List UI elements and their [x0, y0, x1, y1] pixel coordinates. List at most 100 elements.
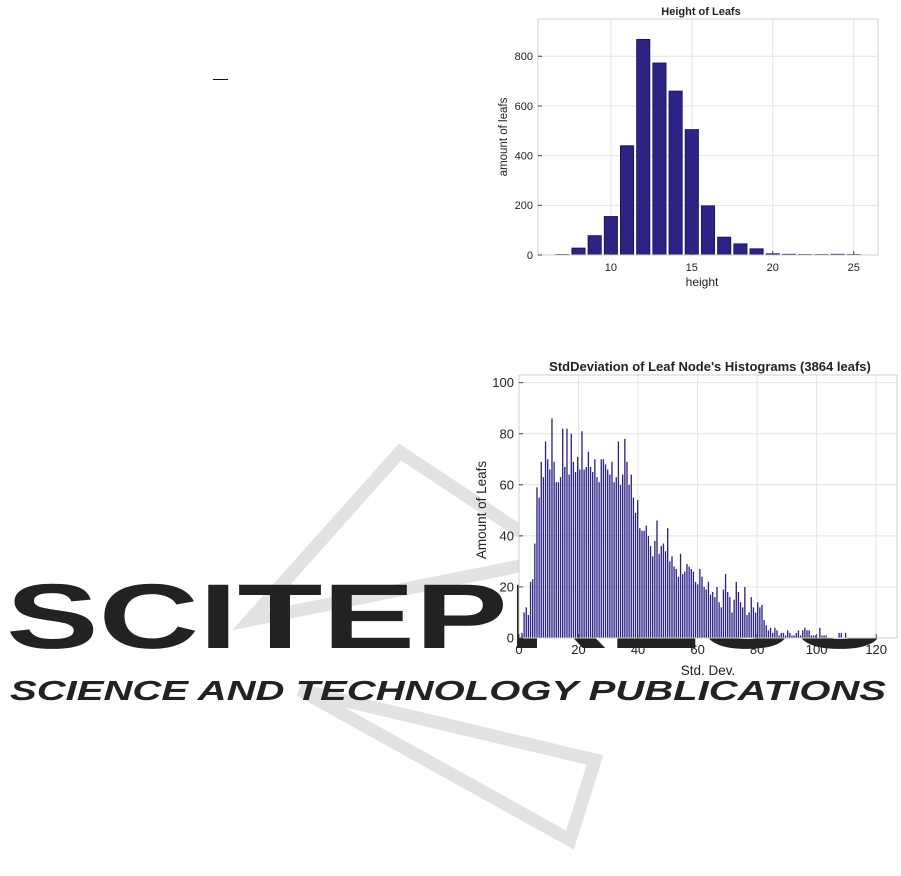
- chart2-bar: [718, 602, 720, 638]
- chart2-bar: [819, 627, 821, 638]
- chart2-bar: [572, 461, 575, 638]
- chart2-xtick-label: 100: [806, 642, 828, 657]
- chart2-bar: [735, 581, 737, 638]
- chart2-bar: [553, 461, 555, 638]
- chart2-bar: [538, 497, 540, 638]
- chart2-bar: [778, 635, 780, 638]
- chart2-axes-box: [518, 374, 898, 639]
- chart2-bar: [637, 500, 639, 638]
- chart2-bar: [669, 561, 671, 638]
- chart2-bar: [604, 464, 607, 638]
- chart2-bar: [739, 602, 742, 638]
- chart2-bar: [694, 581, 697, 638]
- stddeviation-histogram-chart: StdDeviation of Leaf Node's Histograms (…: [474, 359, 898, 678]
- chart2-bar: [660, 546, 662, 638]
- chart2-bar: [810, 635, 812, 638]
- chart2-bar: [686, 563, 688, 638]
- chart2-bar: [814, 635, 817, 638]
- chart2-bar: [594, 459, 596, 638]
- chart2-bar: [615, 477, 617, 638]
- chart2-bar: [647, 535, 650, 638]
- chart1-bar: [668, 90, 683, 256]
- chart2-bar: [791, 635, 793, 638]
- chart2-title: StdDeviation of Leaf Node's Histograms (…: [549, 359, 871, 374]
- chart1-bar: [571, 247, 586, 256]
- chart2-bar: [767, 630, 770, 638]
- chart2-bar: [844, 632, 847, 638]
- chart2-bar: [585, 466, 587, 638]
- chart2-bar: [697, 584, 699, 638]
- chart2-bar: [542, 477, 545, 638]
- chart2-ytick-label: 100: [492, 375, 514, 390]
- chart2-bar: [802, 630, 804, 638]
- chart2-bar: [577, 456, 579, 638]
- chart2-bar: [596, 477, 598, 638]
- chart2-bar: [795, 632, 797, 638]
- chart2-bar: [534, 543, 536, 638]
- chart2-bar: [568, 474, 570, 638]
- chart2-bar: [812, 635, 815, 638]
- chart2-bar: [598, 482, 600, 638]
- chart2-bar: [705, 589, 707, 638]
- chart2-bar: [838, 632, 840, 638]
- chart2-bar: [536, 487, 538, 638]
- chart2-bar: [679, 553, 682, 638]
- chart2-bar: [684, 571, 686, 638]
- chart2-bar: [602, 459, 605, 638]
- chart2-bar: [662, 543, 665, 638]
- chart2-bar: [729, 597, 731, 638]
- chart2-bar: [667, 528, 669, 638]
- chart2-bar: [619, 484, 622, 638]
- chart2-xtick-label: 80: [750, 642, 764, 657]
- chart2-bar: [562, 428, 564, 638]
- chart2-bar: [544, 441, 547, 638]
- chart2-bar: [799, 635, 802, 638]
- chart2-bar: [731, 612, 733, 638]
- chart2-bar: [825, 635, 827, 638]
- chart2-bar: [675, 569, 677, 638]
- chart2-bar: [579, 469, 581, 638]
- chart2-bar: [692, 571, 695, 638]
- chart1-bar: [684, 129, 699, 256]
- chart1-xtick-label: 15: [686, 262, 698, 274]
- chart2-bar: [804, 627, 806, 638]
- chart1-bar: [587, 235, 602, 256]
- chart2-bar: [654, 540, 656, 638]
- chart2-bar: [784, 635, 787, 638]
- chart2-bar: [769, 627, 772, 638]
- chart2-ytick-label: 40: [500, 528, 514, 543]
- chart2-bar: [658, 553, 660, 638]
- watermark-sub-text: SCIENCE AND TECHNOLOGY PUBLICATIONS: [10, 675, 886, 706]
- chart1-ytick-label: 600: [515, 101, 533, 113]
- chart2-bar: [754, 612, 757, 638]
- chart2-bar: [806, 630, 808, 638]
- chart2-bar: [746, 615, 748, 638]
- chart2-bar: [714, 597, 716, 638]
- chart2-bar: [587, 451, 590, 638]
- chart2-bar: [673, 566, 675, 638]
- chart2-bar: [628, 484, 630, 638]
- chart2-bar: [776, 630, 778, 638]
- chart2-bar: [761, 604, 763, 638]
- chart2-bar: [752, 607, 755, 638]
- chart2-bar: [677, 576, 680, 638]
- height-of-leafs-chart: Height of Leafs height amount of leafs 1…: [498, 6, 879, 289]
- page-mark-line: [213, 79, 228, 80]
- chart2-bar: [733, 599, 735, 638]
- chart2-bar: [690, 569, 692, 638]
- chart2-bar: [840, 632, 842, 638]
- chart2-bar: [547, 459, 549, 638]
- chart2-bar: [750, 597, 752, 638]
- chart1-bar: [749, 248, 764, 256]
- chart2-bar: [720, 607, 722, 638]
- watermark-triangle-bottom: [296, 683, 604, 850]
- chart1-axes-box: [537, 18, 879, 256]
- chart2-bar: [709, 594, 712, 638]
- chart2-bar: [759, 607, 761, 638]
- chart2-bar: [523, 612, 525, 638]
- chart2-bar: [789, 632, 791, 638]
- chart1-ytick-label: 800: [515, 51, 533, 63]
- chart2-bar: [622, 474, 624, 638]
- chart2-bar: [737, 592, 740, 638]
- chart1-xtick-label: 20: [767, 262, 779, 274]
